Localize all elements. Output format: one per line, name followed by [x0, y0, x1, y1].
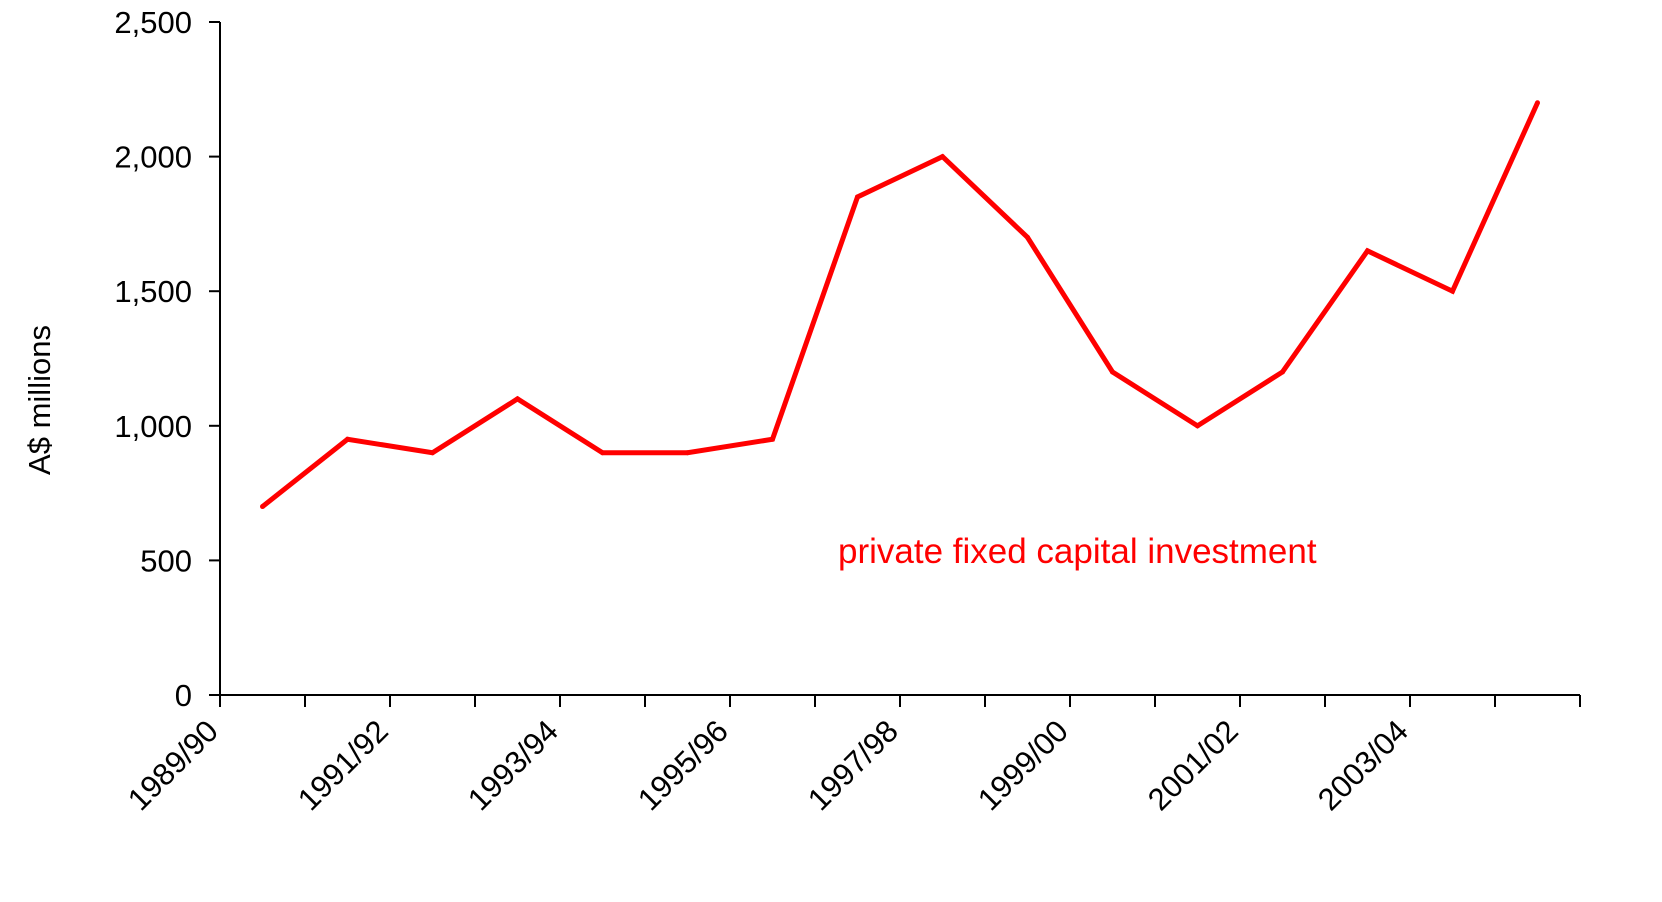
x-tick-label: 1997/98 [801, 713, 905, 817]
data-point [940, 154, 945, 160]
data-point [345, 436, 350, 442]
y-tick-label: 1,000 [114, 409, 192, 444]
data-point [1025, 234, 1030, 240]
series-label: private fixed capital investment [838, 532, 1317, 571]
data-point [600, 450, 605, 456]
x-tick-label: 1989/90 [121, 713, 225, 817]
x-tick-label: 2001/02 [1141, 713, 1245, 817]
series-line [260, 101, 1540, 509]
data-point [855, 194, 860, 200]
data-point [430, 450, 435, 456]
data-point [770, 436, 775, 442]
data-point [1110, 369, 1115, 375]
y-tick-label: 500 [140, 543, 192, 578]
series-group: private fixed capital investment [260, 100, 1540, 571]
x-tick-label: 1991/92 [291, 713, 395, 817]
y-axis-ticks: 0 500 1,000 1,500 2,000 2,500 [114, 5, 220, 713]
data-point [685, 450, 690, 456]
x-axis-ticks: 1989/90 1991/92 1993/94 1995/96 1997/98 1999/… [121, 695, 1581, 817]
data-point [1280, 369, 1285, 375]
x-tick-label: 1995/96 [631, 713, 735, 817]
y-tick-label: 1,500 [114, 274, 192, 309]
x-tick-label: 1999/00 [971, 713, 1075, 817]
data-point [515, 396, 520, 402]
data-point [1535, 100, 1540, 106]
y-tick-label: 2,500 [114, 5, 192, 40]
x-tick-label: 2003/04 [1311, 713, 1415, 817]
data-point [1195, 423, 1200, 429]
data-point [260, 504, 265, 510]
y-axis-title: A$ millions [22, 325, 57, 475]
y-tick-label: 0 [175, 678, 192, 713]
data-point [1365, 248, 1370, 254]
y-tick-label: 2,000 [114, 140, 192, 175]
x-tick-label: 1993/94 [461, 713, 565, 817]
data-point [1450, 288, 1455, 294]
